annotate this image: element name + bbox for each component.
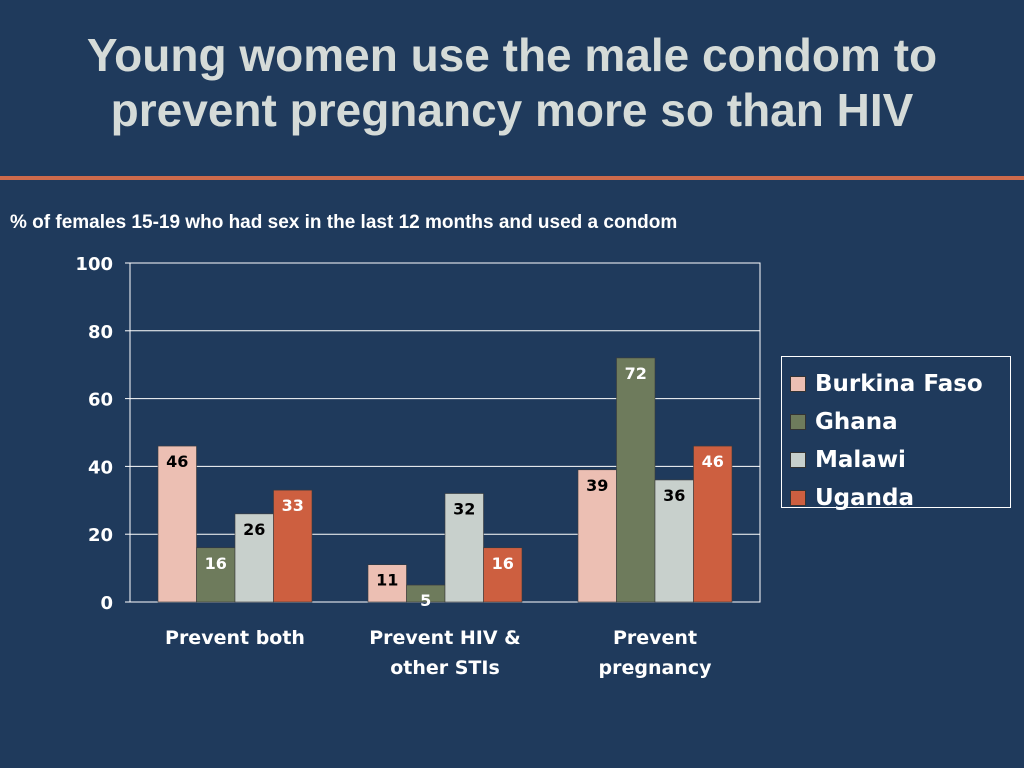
x-category-label-3-line-1: Prevent [613,627,697,649]
data-label-uganda-3: 46 [702,452,724,471]
data-label-uganda-2: 16 [492,554,514,573]
data-label-burkina-faso-3: 39 [586,476,608,495]
legend-item-ghana: Ghana [790,403,1010,441]
bar-uganda-1 [273,489,313,603]
y-tick-label-20: 20 [88,525,113,546]
chart-subtitle: % of females 15-19 who had sex in the la… [10,212,678,233]
slide-title: Young women use the male condom to preve… [0,28,1024,138]
legend-label-uganda: Uganda [815,485,915,511]
bar-burkina-faso-3 [577,469,617,603]
legend-swatch-malawi [790,452,806,468]
legend-item-burkina-faso: Burkina Faso [790,365,1010,403]
data-label-ghana-1: 16 [205,554,227,573]
data-label-ghana-2: 5 [420,591,431,610]
bar-burkina-faso-1 [157,445,197,603]
data-label-malawi-1: 26 [243,520,265,539]
legend-item-malawi: Malawi [790,441,1010,479]
legend-label-ghana: Ghana [815,409,898,435]
y-tick-label-60: 60 [88,390,113,411]
data-label-malawi-3: 36 [663,486,685,505]
legend-swatch-ghana [790,414,806,430]
slide-title-line-2: prevent pregnancy more so than HIV [110,84,914,136]
legend-label-malawi: Malawi [815,447,906,473]
data-label-burkina-faso-2: 11 [376,571,398,590]
slide-title-line-1: Young women use the male condom to [86,29,938,81]
bar-burkina-faso-2 [367,564,407,603]
legend-item-uganda: Uganda [790,479,1010,517]
bar-uganda-3 [693,445,733,603]
legend-label-burkina-faso: Burkina Faso [815,371,983,397]
y-tick-label-100: 100 [75,254,113,275]
x-category-label-3-line-2: pregnancy [599,657,713,679]
bar-uganda-2 [483,547,523,603]
data-label-malawi-2: 32 [453,500,475,519]
x-category-label-2-line-1: Prevent HIV & [369,627,521,649]
title-divider [0,176,1024,180]
y-tick-label-0: 0 [100,593,113,614]
chart-legend: Burkina Faso Ghana Malawi Uganda [781,356,1011,511]
legend-swatch-burkina-faso [790,376,806,392]
y-tick-label-80: 80 [88,322,113,343]
y-tick-label-40: 40 [88,457,113,478]
x-category-label-1-line-1: Prevent both [165,627,305,649]
legend-swatch-uganda [790,490,806,506]
data-label-uganda-1: 33 [282,496,304,515]
data-label-burkina-faso-1: 46 [166,452,188,471]
bar-malawi-2 [444,493,484,603]
data-label-ghana-3: 72 [625,364,647,383]
x-category-label-2-line-2: other STIs [390,657,500,679]
bar-ghana-3 [616,357,656,603]
bar-malawi-3 [654,479,694,603]
